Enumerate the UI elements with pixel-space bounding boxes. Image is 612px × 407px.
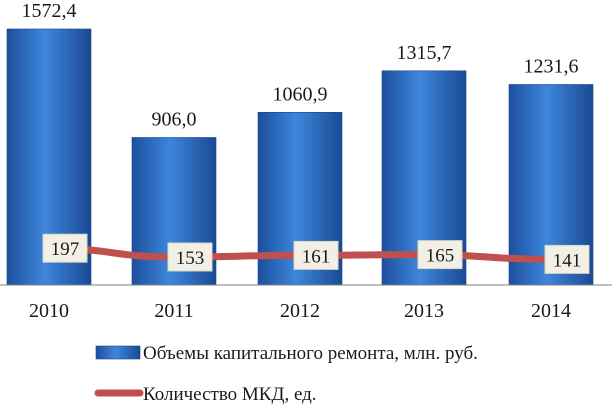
bar-value-label: 1572,4 — [22, 0, 77, 22]
x-tick-label: 2014 — [531, 300, 571, 322]
line-label-box — [544, 244, 590, 274]
line-label-box — [167, 242, 213, 272]
x-tick-label: 2011 — [154, 300, 193, 322]
legend-item-line: Количество МКД, ед. — [94, 384, 317, 405]
bar-value-label: 1060,9 — [273, 83, 328, 105]
line-label-box — [417, 240, 463, 270]
line-value-label: 153 — [176, 248, 205, 269]
line-point-label: 161 — [293, 240, 339, 270]
legend: Объемы капитального ремонта, млн. руб. Ко… — [94, 343, 478, 405]
line-label-box — [293, 240, 339, 270]
line-value-label: 161 — [302, 246, 331, 267]
line-point-label: 197 — [42, 233, 88, 263]
line-value-label: 165 — [426, 246, 455, 267]
bar-value-label: 1231,6 — [524, 55, 579, 77]
line-label-box — [42, 233, 88, 263]
line-value-label: 197 — [51, 239, 80, 260]
line-point-label: 153 — [167, 242, 213, 272]
legend-swatch-bar — [95, 345, 141, 360]
x-tick-label: 2013 — [404, 300, 444, 322]
line-point-label: 165 — [417, 240, 463, 270]
line-point-label: 141 — [544, 244, 590, 274]
x-tick-label: 2010 — [29, 300, 69, 322]
x-tick-label: 2012 — [280, 300, 320, 322]
bar-value-label: 906,0 — [152, 108, 197, 130]
legend-label-bars: Объемы капитального ремонта, млн. руб. — [143, 343, 478, 364]
bar-value-label: 1315,7 — [397, 42, 452, 64]
line-value-label: 141 — [553, 250, 582, 271]
legend-item-bars: Объемы капитального ремонта, млн. руб. — [95, 343, 478, 364]
legend-label-line: Количество МКД, ед. — [143, 384, 317, 405]
